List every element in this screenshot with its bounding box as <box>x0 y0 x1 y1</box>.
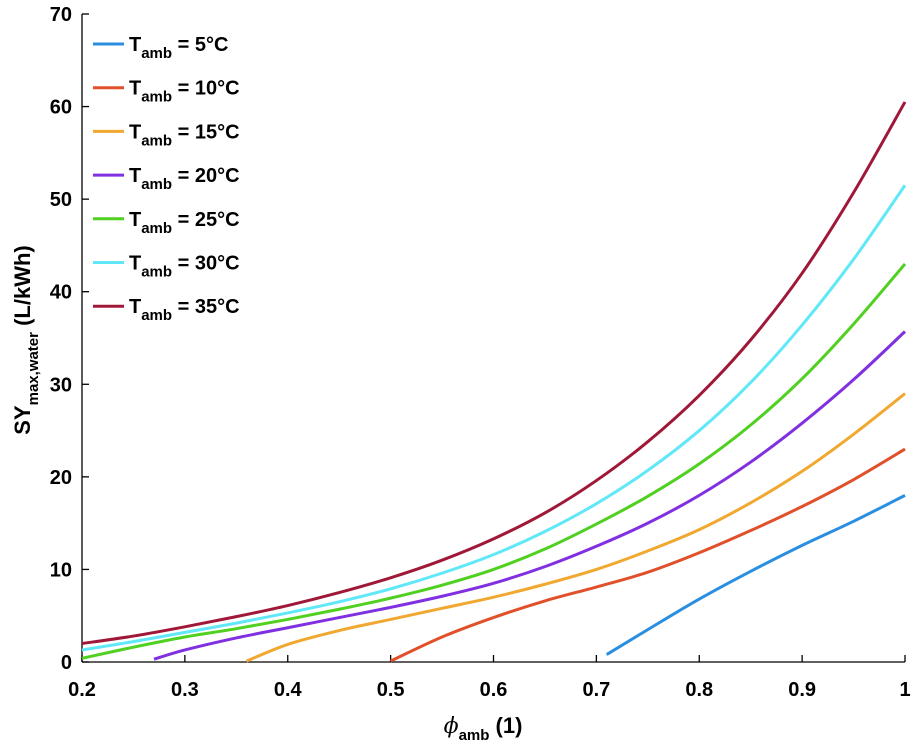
y-tick-label: 50 <box>50 189 72 211</box>
x-tick-label: 0.6 <box>480 679 508 701</box>
legend-item-3: Tamb = 20°C <box>93 165 240 193</box>
legend-label: Tamb = 10°C <box>129 78 240 106</box>
legend-item-5: Tamb = 30°C <box>93 253 240 281</box>
y-tick-label: 60 <box>50 97 72 119</box>
series-line-3 <box>153 330 907 661</box>
y-axis-label: SYmax,water (L/kWh) <box>10 245 42 435</box>
legend-item-0: Tamb = 5°C <box>93 34 228 62</box>
legend-label: Tamb = 20°C <box>129 165 240 193</box>
legend-label: Tamb = 5°C <box>129 34 228 62</box>
legend-label: Tamb = 35°C <box>129 296 240 324</box>
series-line-5 <box>81 184 907 652</box>
axis-labels: ϕamb (1) SYmax,water (L/kWh) <box>10 245 522 744</box>
legend-item-6: Tamb = 35°C <box>93 296 240 324</box>
legend: Tamb = 5°C Tamb = 10°C Tamb = 15°C Tamb = 2… <box>93 34 240 324</box>
y-tick-label: 20 <box>50 467 72 489</box>
series-line-6 <box>81 101 907 645</box>
y-tick-label: 70 <box>50 4 72 26</box>
series-line-4 <box>81 262 907 660</box>
legend-item-1: Tamb = 10°C <box>93 78 240 106</box>
x-tick-label: 0.9 <box>788 679 816 701</box>
legend-label: Tamb = 25°C <box>129 209 240 237</box>
legend-item-2: Tamb = 15°C <box>93 121 240 149</box>
x-tick-label: 0.4 <box>274 679 303 701</box>
y-tick-label: 40 <box>50 282 72 304</box>
x-tick-label: 0.3 <box>171 679 199 701</box>
series-line-0 <box>605 494 906 656</box>
legend-label: Tamb = 30°C <box>129 253 240 281</box>
x-tick-label: 0.2 <box>68 679 96 701</box>
x-tick-label: 0.7 <box>582 679 610 701</box>
y-tick-label: 10 <box>50 559 72 581</box>
x-axis-label: ϕamb (1) <box>444 713 523 744</box>
legend-label: Tamb = 15°C <box>129 121 240 149</box>
legend-item-4: Tamb = 25°C <box>93 209 240 237</box>
series-lines <box>81 101 907 663</box>
y-tick-label: 0 <box>61 652 72 674</box>
series-line-2 <box>246 392 906 663</box>
y-tick-label: 30 <box>50 374 72 396</box>
x-tick-label: 0.5 <box>377 679 405 701</box>
x-tick-label: 1 <box>899 679 910 701</box>
x-tick-label: 0.8 <box>685 679 713 701</box>
series-line-1 <box>389 447 906 663</box>
